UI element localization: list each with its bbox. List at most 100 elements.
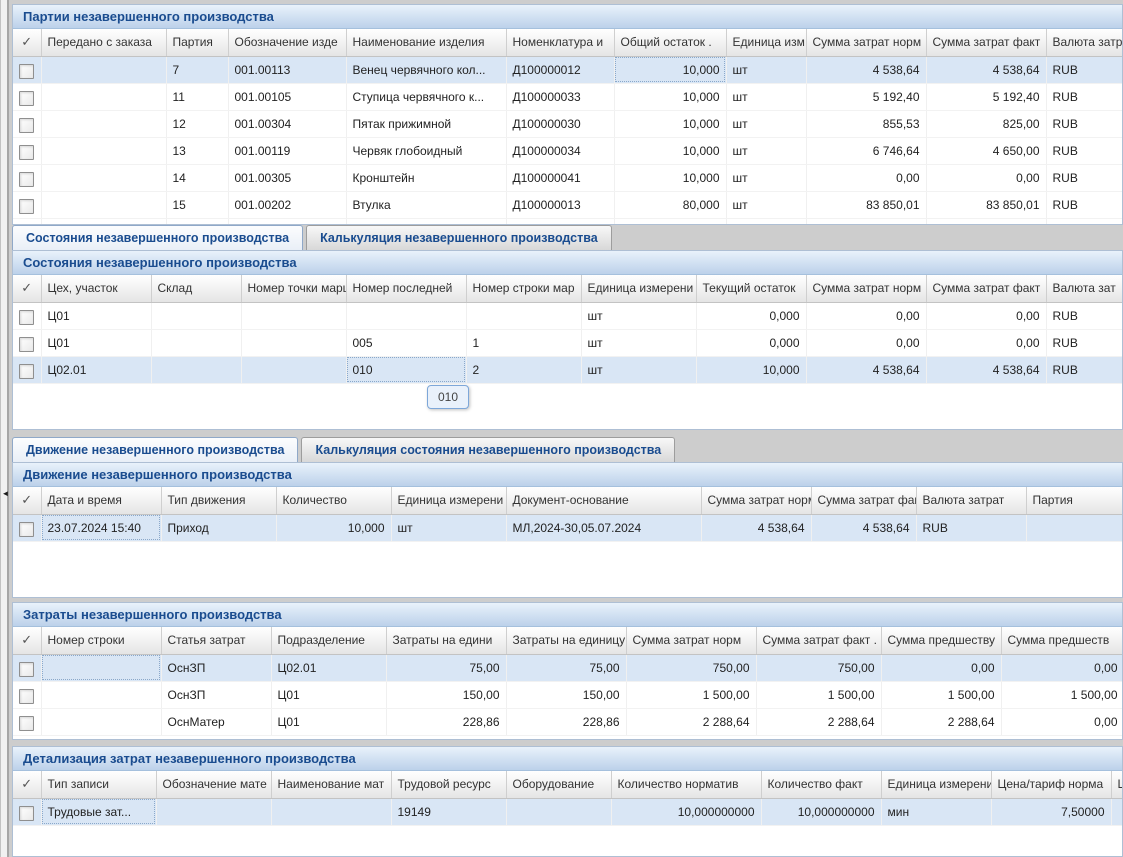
table-cell[interactable]: Ц01: [271, 681, 387, 709]
table-cell[interactable]: RUB: [1046, 164, 1122, 192]
table-cell[interactable]: [241, 329, 347, 357]
row-checkbox[interactable]: [19, 336, 35, 352]
table-cell[interactable]: 0,000: [696, 329, 807, 357]
table-cell[interactable]: 7,50000: [991, 798, 1112, 826]
table-cell[interactable]: 15: [166, 191, 229, 219]
table-cell[interactable]: 0,00: [881, 654, 1002, 682]
table-cell[interactable]: [151, 329, 242, 357]
table-cell[interactable]: 2 048,00: [926, 218, 1047, 224]
table-row[interactable]: 12 001.00304 Пятак прижимной Д100000030 10,0…: [13, 110, 1122, 138]
table-cell[interactable]: Д100000034: [506, 137, 615, 165]
table-cell[interactable]: Пятак прижимной: [346, 110, 507, 138]
table-row[interactable]: Трудовые зат... 19149 10,000000000 10,00000…: [13, 798, 1122, 826]
table-cell[interactable]: мин: [881, 798, 992, 826]
table-cell[interactable]: 2 288,64: [881, 708, 1002, 736]
table-cell[interactable]: [151, 356, 242, 384]
table-row[interactable]: Ц02.01 010 2 шт 10,000 4 538,64 4 538,64 RUB: [13, 356, 1122, 384]
table-cell[interactable]: 005: [346, 329, 467, 357]
table-cell[interactable]: [271, 798, 392, 826]
table-cell[interactable]: 4 650,00: [926, 137, 1047, 165]
column-header[interactable]: Затраты на едини: [386, 627, 507, 655]
table-cell[interactable]: 19149: [391, 798, 507, 826]
table-cell[interactable]: шт: [726, 164, 807, 192]
table-cell[interactable]: 10,000000000: [611, 798, 762, 826]
table-cell[interactable]: ОснЗП: [161, 681, 272, 709]
table-cell[interactable]: 12: [166, 110, 229, 138]
column-header[interactable]: Валюта затрат: [916, 487, 1027, 515]
table-cell[interactable]: [41, 681, 162, 709]
table-cell[interactable]: Д100000030: [506, 110, 615, 138]
table-cell[interactable]: 2 288,64: [756, 708, 882, 736]
column-header[interactable]: Номер строки мар: [466, 275, 582, 303]
table-cell[interactable]: 228,86: [386, 708, 507, 736]
table-row[interactable]: 7 001.00113 Венец червячного кол... Д100000…: [13, 56, 1122, 84]
table-cell[interactable]: RUB: [1046, 356, 1122, 384]
table-cell[interactable]: [41, 164, 167, 192]
table-cell[interactable]: [151, 302, 242, 330]
column-header[interactable]: Партия: [1026, 487, 1122, 515]
column-header[interactable]: Тип записи: [41, 771, 157, 799]
table-cell[interactable]: 13: [166, 137, 229, 165]
table-cell[interactable]: 001.00202: [228, 191, 347, 219]
table-cell[interactable]: [41, 137, 167, 165]
table-cell[interactable]: RUB: [1046, 56, 1122, 84]
table-cell[interactable]: RUB: [1046, 302, 1122, 330]
column-header[interactable]: Затраты на единицу: [506, 627, 627, 655]
table-cell[interactable]: 10,000: [614, 137, 727, 165]
table-cell[interactable]: 001.00113: [228, 56, 347, 84]
row-checkbox[interactable]: [19, 688, 35, 704]
table-row[interactable]: Ц01 005 1 шт 0,000 0,00 0,00 RUB: [13, 329, 1122, 357]
table-cell[interactable]: [466, 302, 582, 330]
table-cell[interactable]: 5 192,40: [926, 83, 1047, 111]
table-cell[interactable]: [156, 798, 272, 826]
column-header[interactable]: Единица измерени: [581, 275, 697, 303]
table-cell[interactable]: 10,000: [696, 356, 807, 384]
row-checkbox[interactable]: [19, 171, 35, 187]
table-cell[interactable]: 4 538,64: [926, 356, 1047, 384]
column-header[interactable]: Дата и время: [41, 487, 162, 515]
table-cell[interactable]: Д100000012: [506, 56, 615, 84]
table-cell[interactable]: шт: [726, 191, 807, 219]
table-cell[interactable]: 1 500,00: [881, 681, 1002, 709]
table-cell[interactable]: ОснМатер: [161, 708, 272, 736]
table-cell[interactable]: Венец червячного кол...: [346, 56, 507, 84]
table-cell[interactable]: 1 500,00: [626, 681, 757, 709]
column-header[interactable]: Количество норматив: [611, 771, 762, 799]
column-header[interactable]: Номер последней: [346, 275, 467, 303]
table-cell[interactable]: 2: [466, 356, 582, 384]
table-cell[interactable]: Ц02.01: [271, 654, 387, 682]
table-cell[interactable]: [41, 110, 167, 138]
table-cell[interactable]: 4 538,64: [926, 56, 1047, 84]
column-header[interactable]: Количество факт: [761, 771, 882, 799]
table-cell[interactable]: 83 850,01: [806, 191, 927, 219]
column-header[interactable]: Обозначение мате: [156, 771, 272, 799]
table-cell[interactable]: 4 538,64: [701, 514, 812, 542]
table-cell[interactable]: Кронштейн: [346, 164, 507, 192]
table-cell[interactable]: [41, 218, 167, 224]
table-cell[interactable]: 7: [166, 56, 229, 84]
column-header[interactable]: Сумма затрат норм: [806, 29, 927, 57]
table-cell[interactable]: [41, 654, 162, 682]
table-cell[interactable]: Д100000033: [506, 83, 615, 111]
table-cell[interactable]: 150,00: [386, 681, 507, 709]
table-cell[interactable]: [41, 191, 167, 219]
table-cell[interactable]: 010: [346, 356, 467, 384]
row-checkbox[interactable]: [19, 144, 35, 160]
table-cell[interactable]: Д100000041: [506, 164, 615, 192]
table-cell[interactable]: Ц01: [271, 708, 387, 736]
column-header[interactable]: Сумма затрат факт: [926, 29, 1047, 57]
row-checkbox[interactable]: [19, 805, 35, 821]
table-cell[interactable]: Приход: [161, 514, 277, 542]
table-cell[interactable]: шт: [391, 514, 507, 542]
column-header[interactable]: Единица изм: [726, 29, 807, 57]
table-cell[interactable]: 855,53: [806, 110, 927, 138]
table-cell[interactable]: 0,00: [806, 164, 927, 192]
column-header[interactable]: Сумма предшеств: [1001, 627, 1122, 655]
table-cell[interactable]: RUB: [1046, 191, 1122, 219]
table-cell[interactable]: Ц01: [41, 329, 152, 357]
table-cell[interactable]: 2 288,64: [626, 708, 757, 736]
table-cell[interactable]: 75,00: [506, 654, 627, 682]
table-cell[interactable]: RUB: [916, 514, 1027, 542]
row-checkbox[interactable]: [19, 363, 35, 379]
table-cell[interactable]: 1: [466, 329, 582, 357]
